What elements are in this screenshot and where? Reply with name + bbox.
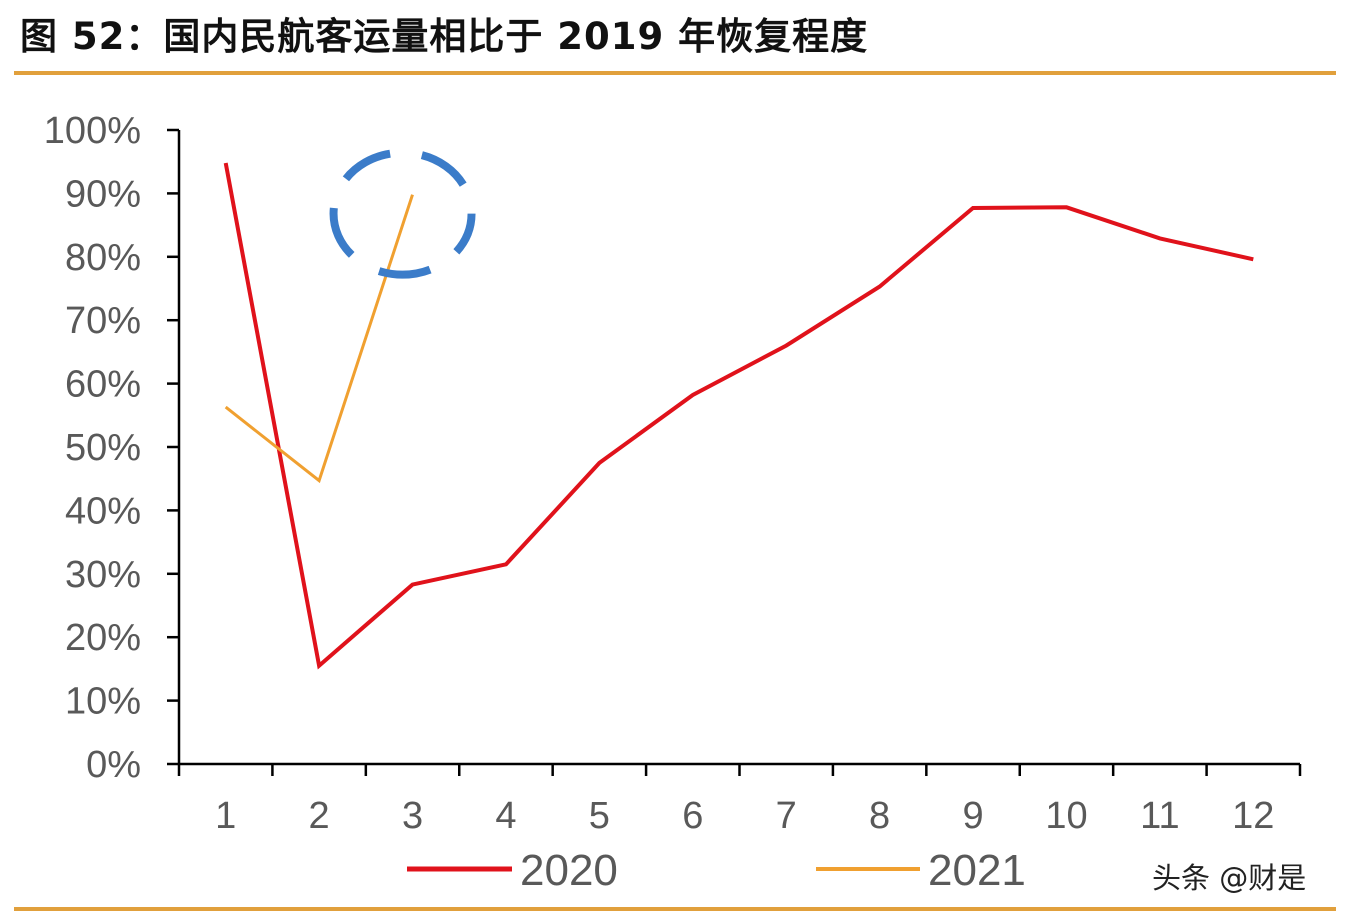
series-line-2020 <box>223 162 1254 670</box>
y-tick-label: 10% <box>65 681 141 723</box>
watermark-text: 头条 @财是 <box>1152 861 1307 895</box>
x-tick-label: 11 <box>1140 795 1179 837</box>
y-tick-label: 30% <box>65 554 141 596</box>
x-tick-label: 8 <box>869 795 890 837</box>
x-tick-label: 10 <box>1045 795 1087 837</box>
x-tick-label: 5 <box>589 795 610 837</box>
x-tick-label: 6 <box>682 795 703 837</box>
legend-label-2021: 2021 <box>928 846 1026 895</box>
x-tick-label: 1 <box>215 795 236 837</box>
x-tick-label: 4 <box>495 795 516 837</box>
chart-series <box>223 162 1254 670</box>
bottom-rule <box>14 907 1336 911</box>
top-rule <box>14 71 1336 75</box>
series-line-2021 <box>224 194 414 484</box>
y-tick-label: 40% <box>65 490 141 532</box>
y-tick-label: 0% <box>86 744 141 786</box>
y-tick-label: 60% <box>65 364 141 406</box>
y-tick-label: 90% <box>65 173 141 215</box>
x-tick-label: 9 <box>962 795 983 837</box>
highlight-dashed-circle <box>329 148 476 279</box>
x-tick-label: 7 <box>776 795 797 837</box>
y-tick-label: 80% <box>65 237 141 279</box>
figure-title: 图 52：国内民航客运量相比于 2019 年恢复程度 <box>20 15 869 58</box>
y-tick-label: 50% <box>65 427 141 469</box>
chart-legend: 2020 2021 <box>407 846 1026 895</box>
y-tick-label: 20% <box>65 617 141 659</box>
y-tick-label: 70% <box>65 300 141 342</box>
chart-annotations <box>329 148 476 279</box>
x-tick-label: 12 <box>1232 795 1274 837</box>
y-tick-label: 100% <box>44 110 141 152</box>
legend-label-2020: 2020 <box>520 846 618 895</box>
x-tick-label: 3 <box>402 795 423 837</box>
chart-axes: 0%10%20%30%40%50%60%70%80%90%100%1 2 3 4 5 6 7… <box>44 110 1302 837</box>
x-tick-label: 2 <box>309 795 330 837</box>
